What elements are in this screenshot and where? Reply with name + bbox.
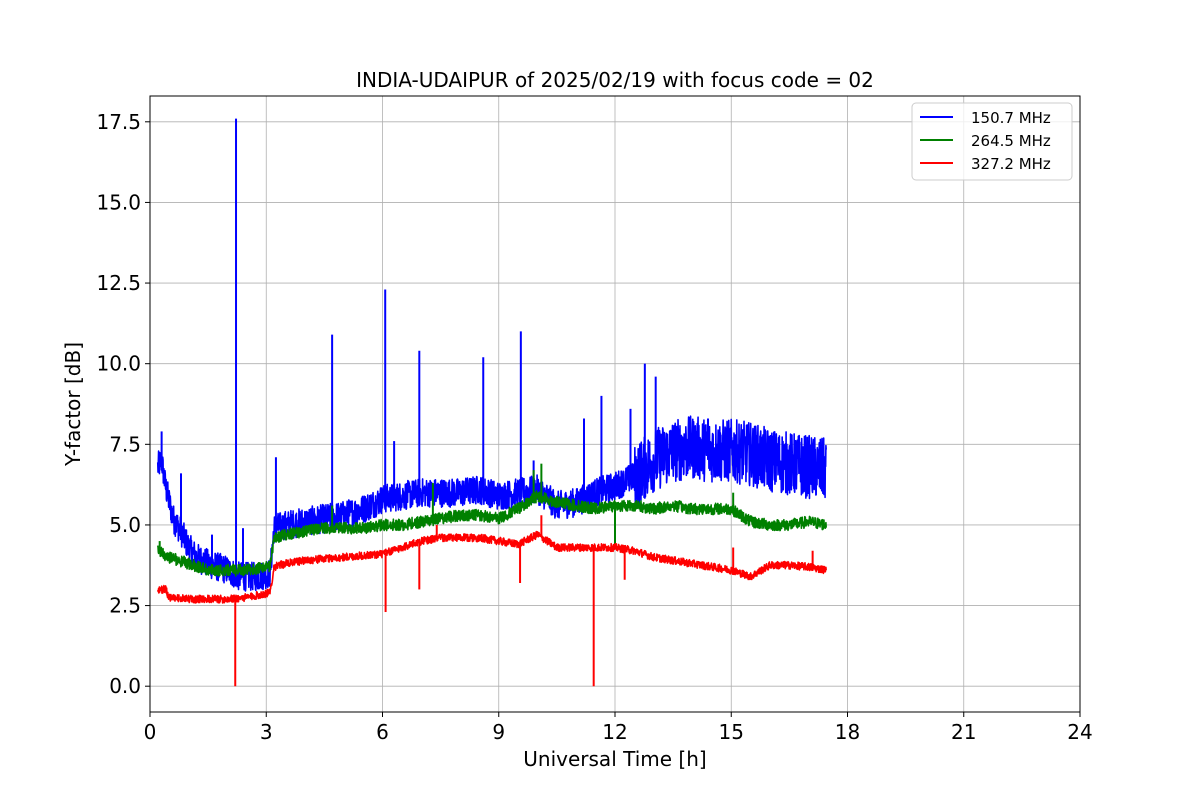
x-tick-label: 6 — [376, 720, 389, 744]
x-axis-label: Universal Time [h] — [523, 747, 706, 771]
y-axis-label: Y-factor [dB] — [61, 342, 85, 467]
axis-ticks: 0 3 6 9 12 15 18 21 24 0.0 2.5 5.0 7.5 10.0 12.5 15.0 17… — [96, 110, 1092, 744]
x-tick-label: 0 — [144, 720, 157, 744]
y-tick-label: 17.5 — [96, 110, 141, 134]
y-tick-label: 0.0 — [109, 674, 141, 698]
legend-label-1: 150.7 MHz — [971, 109, 1051, 127]
x-tick-label: 15 — [719, 720, 744, 744]
legend: 150.7 MHz 264.5 MHz 327.2 MHz — [911, 102, 1073, 181]
y-tick-label: 7.5 — [109, 432, 141, 456]
x-tick-label: 21 — [951, 720, 976, 744]
x-tick-label: 3 — [260, 720, 273, 744]
series-group — [156, 118, 827, 687]
y-tick-label: 2.5 — [109, 594, 141, 618]
x-tick-label: 24 — [1067, 720, 1092, 744]
legend-label-2: 264.5 MHz — [971, 132, 1051, 150]
series-line-3 — [156, 530, 827, 604]
x-tick-label: 18 — [835, 720, 860, 744]
y-tick-label: 12.5 — [96, 271, 141, 295]
y-tick-label: 15.0 — [96, 190, 141, 214]
chart-title: INDIA-UDAIPUR of 2025/02/19 with focus c… — [356, 68, 874, 92]
legend-label-3: 327.2 MHz — [971, 155, 1051, 173]
x-tick-label: 12 — [602, 720, 627, 744]
y-tick-label: 10.0 — [96, 352, 141, 376]
series-line-2 — [156, 490, 827, 577]
y-tick-label: 5.0 — [109, 513, 141, 537]
legend-frame — [911, 102, 1073, 181]
x-tick-label: 9 — [492, 720, 505, 744]
